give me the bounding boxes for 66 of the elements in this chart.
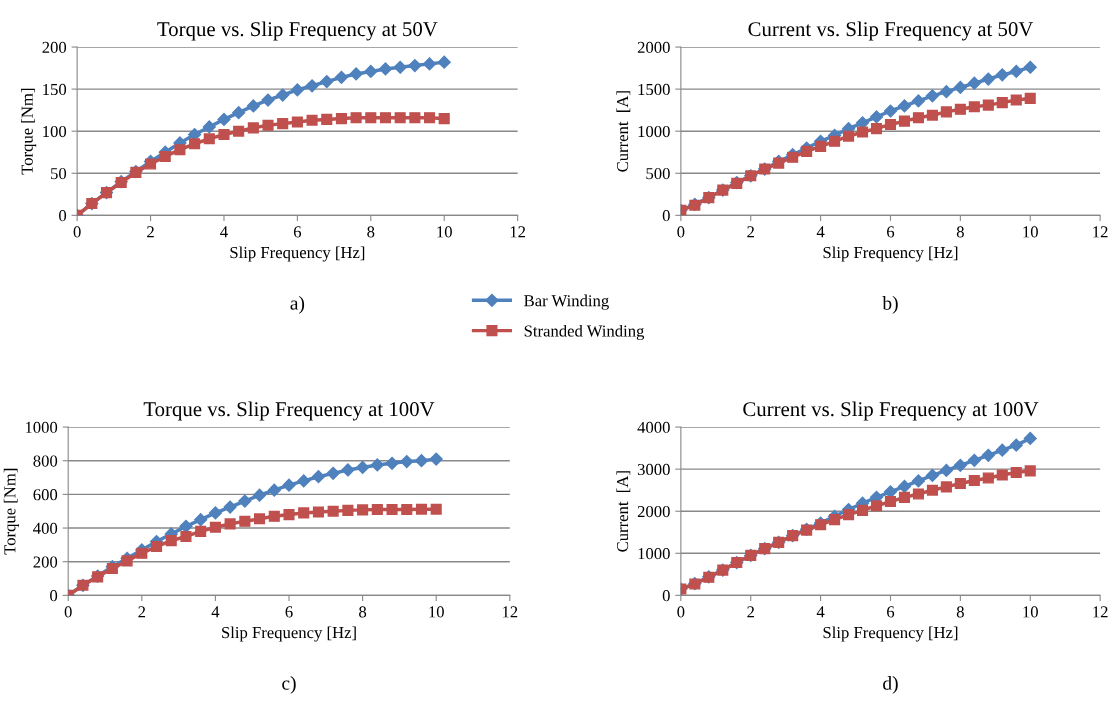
y-tick-label: 2000	[637, 41, 670, 53]
x-tick-label: 10	[429, 606, 444, 618]
x-axis-title: Slip Frequency [Hz]	[823, 246, 958, 262]
text: c)	[282, 676, 296, 694]
y-tick-label: 600	[33, 489, 58, 501]
x-tick-label: 10	[1023, 226, 1038, 238]
x-tick-label: 12	[510, 226, 526, 238]
x-tick-label: 10	[437, 226, 452, 238]
y-axis-title: Torque [Nm]	[21, 88, 37, 175]
text: b)	[882, 296, 898, 314]
x-tick-label: 8	[956, 226, 964, 238]
y-tick-label: 0	[59, 210, 67, 222]
y-tick-label: 1000	[638, 547, 670, 560]
y-tick-label: 2000	[637, 505, 670, 518]
y-tick-label: 100	[43, 125, 67, 138]
y-tick-label: 0	[662, 210, 670, 222]
text: d)	[883, 676, 898, 694]
y-tick-label: 4000	[637, 421, 670, 434]
x-tick-label: 2	[747, 226, 754, 238]
y-tick-label: 1500	[638, 83, 670, 96]
x-tick-label: 0	[677, 226, 685, 238]
legend-label: Stranded Winding	[524, 324, 645, 341]
x-tick-label: 12	[1093, 606, 1108, 618]
y-tick-label: 1000	[25, 421, 58, 434]
x-tick-label: 6	[887, 226, 895, 238]
legend-label: Bar Winding	[524, 294, 609, 310]
y-axis-title: Torque [Nm]	[3, 468, 19, 555]
y-tick-label: 0	[50, 590, 58, 602]
x-tick-label: 6	[887, 606, 895, 618]
x-axis-title: Slip Frequency [Hz]	[222, 626, 356, 642]
x-tick-label: 10	[1023, 606, 1038, 618]
x-tick-label: 4	[211, 606, 220, 618]
x-tick-label: 2	[147, 226, 154, 238]
x-tick-label: 8	[956, 606, 964, 618]
x-tick-label: 4	[220, 226, 228, 238]
x-tick-label: 6	[285, 606, 293, 618]
y-tick-label: 1000	[638, 125, 670, 138]
chart-title: Current vs. Slip Frequency at 50V	[748, 21, 1034, 41]
text: a)	[290, 296, 305, 314]
x-tick-label: 2	[747, 606, 754, 618]
x-tick-label: 0	[73, 226, 81, 238]
x-tick-label: 2	[138, 606, 146, 618]
x-tick-label: 6	[293, 226, 302, 238]
chart-title: Torque vs. Slip Frequency at 100V	[143, 401, 435, 421]
x-axis-title: Slip Frequency [Hz]	[823, 626, 958, 642]
y-axis-title: Current [A]	[616, 471, 631, 552]
y-tick-label: 400	[33, 522, 58, 534]
y-tick-label: 500	[646, 167, 670, 180]
x-tick-label: 0	[677, 606, 685, 618]
x-tick-label: 12	[1093, 226, 1108, 238]
y-tick-label: 200	[42, 41, 67, 53]
y-axis-title: Current [A]	[616, 91, 631, 172]
x-tick-label: 4	[816, 226, 825, 238]
y-tick-label: 3000	[637, 463, 670, 476]
y-tick-label: 50	[51, 167, 67, 180]
x-tick-label: 8	[367, 226, 375, 238]
y-tick-label: 150	[43, 83, 67, 96]
chart-title: Current vs. Slip Frequency at 100V	[743, 401, 1039, 421]
y-tick-label: 200	[33, 556, 58, 568]
y-tick-label: 0	[662, 590, 670, 602]
y-tick-label: 800	[33, 455, 58, 467]
x-tick-label: 8	[359, 606, 367, 618]
chart-title: Torque vs. Slip Frequency at 50V	[157, 21, 438, 41]
x-tick-label: 4	[816, 606, 825, 618]
x-axis-title: Slip Frequency [Hz]	[230, 246, 365, 262]
x-tick-label: 12	[502, 606, 518, 618]
